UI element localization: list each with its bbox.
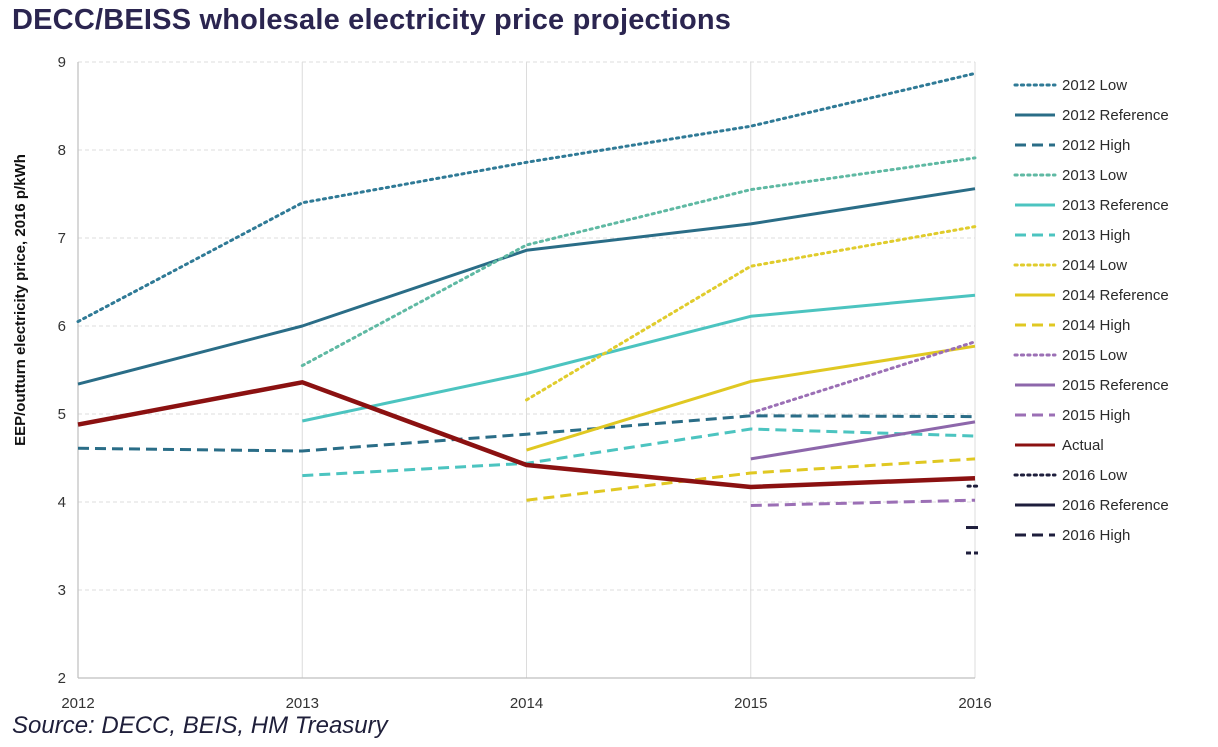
legend-label-2014-low: 2014 Low: [1062, 257, 1127, 274]
legend-label-2015-reference: 2015 Reference: [1062, 377, 1169, 394]
series-line-2014-reference: [526, 344, 976, 452]
legend-label-2014-reference: 2014 Reference: [1062, 287, 1169, 304]
legend-label-2016-high: 2016 High: [1062, 527, 1130, 544]
series-lines: [76, 71, 980, 555]
series-line-2013-low: [300, 156, 977, 368]
series-line-2015-reference: [750, 420, 976, 461]
legend-label-2013-reference: 2013 Reference: [1062, 197, 1169, 214]
legend-label-2012-low: 2012 Low: [1062, 77, 1127, 94]
legend-label-2013-low: 2013 Low: [1062, 167, 1127, 184]
axes: 2 3 4 5 6 7 8 9 2012 2013 2014 2015 2016 EEP/outturn …: [12, 54, 992, 712]
series-line-2014-high: [526, 457, 976, 502]
y-tick-label: 9: [58, 54, 66, 71]
series-line-2012-reference: [77, 187, 976, 386]
series-line-2013-high: [302, 427, 976, 478]
legend-label-2014-high: 2014 High: [1062, 317, 1130, 334]
x-tick-label: 2012: [61, 695, 94, 712]
x-tick-label: 2015: [734, 695, 767, 712]
y-tick-label: 5: [58, 406, 66, 423]
gridlines: [78, 61, 976, 678]
x-tick-label: 2014: [510, 695, 543, 712]
series-line-actual: [77, 380, 976, 490]
legend: 2012 Low 2012 Reference 2012 High 2013 Low 2…: [1013, 77, 1169, 544]
series-line-2015-low: [749, 340, 977, 415]
legend-label-actual: Actual: [1062, 437, 1104, 454]
legend-label-2012-reference: 2012 Reference: [1062, 107, 1169, 124]
y-tick-label: 2: [58, 670, 66, 687]
x-tick-label: 2013: [286, 695, 319, 712]
y-axis-title: EEP/outturn electricity price, 2016 p/kW…: [12, 154, 29, 446]
legend-label-2015-high: 2015 High: [1062, 407, 1130, 424]
series-line-2013-reference: [301, 293, 976, 423]
y-tick-label: 4: [58, 494, 66, 511]
legend-label-2016-reference: 2016 Reference: [1062, 497, 1169, 514]
y-tick-label: 6: [58, 318, 66, 335]
legend-label-2013-high: 2013 High: [1062, 227, 1130, 244]
chart-source: Source: DECC, BEIS, HM Treasury: [12, 712, 388, 739]
series-line-2012-high: [77, 414, 976, 453]
x-tick-label: 2016: [958, 695, 991, 712]
series-line-2014-low: [525, 225, 977, 402]
y-tick-label: 7: [58, 230, 66, 247]
legend-label-2016-low: 2016 Low: [1062, 467, 1127, 484]
series-line-2012-low: [76, 71, 977, 324]
y-tick-label: 3: [58, 582, 66, 599]
legend-label-2015-low: 2015 Low: [1062, 347, 1127, 364]
y-tick-label: 8: [58, 142, 66, 159]
chart-title: DECC/BEISS wholesale electricity price p…: [12, 4, 732, 36]
legend-label-2012-high: 2012 High: [1062, 137, 1130, 154]
series-line-2015-high: [750, 498, 976, 507]
